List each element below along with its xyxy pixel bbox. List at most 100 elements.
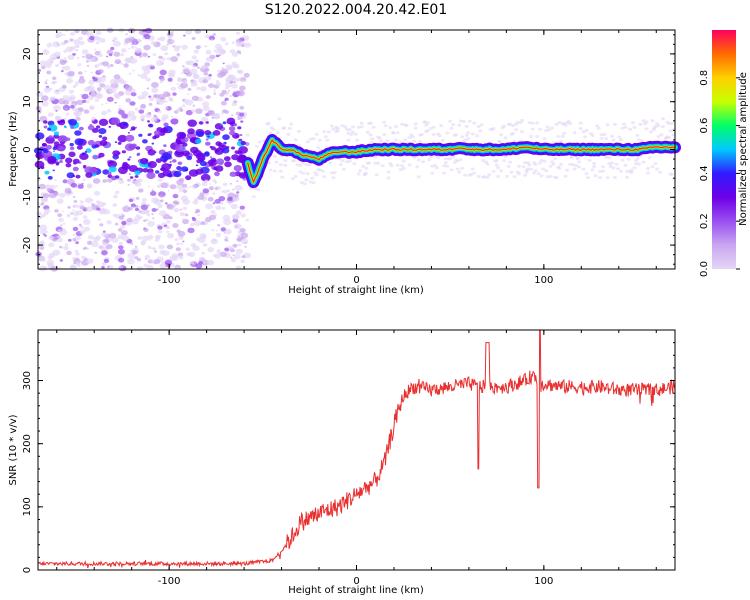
spectrogram-cell: [207, 247, 214, 253]
spectrogram-cell: [44, 208, 51, 214]
spectrogram-cell: [75, 252, 80, 256]
spectrogram-cell: [118, 257, 125, 263]
spectrogram-cell: [55, 163, 59, 166]
spectrogram-cell: [108, 53, 113, 57]
spectrogram-cell: [608, 165, 613, 168]
spectrogram-cell: [159, 194, 164, 198]
spectrogram-cell: [88, 79, 95, 85]
spectrogram-cell: [112, 203, 118, 207]
spectrogram-cell: [425, 121, 430, 125]
spectrogram-cell: [237, 235, 241, 238]
spectrogram-cell: [280, 175, 285, 179]
spectrogram-cell: [419, 133, 424, 137]
spectrogram-cell: [218, 196, 226, 202]
spectrogram-cell: [177, 161, 183, 166]
spectrogram-cell: [74, 130, 82, 136]
spectrogram-cell: [454, 133, 459, 137]
spectrogram-cell: [182, 67, 191, 74]
spectrogram-cell: [508, 122, 513, 126]
spectrogram-cell: [428, 127, 433, 130]
spectrogram-cell: [205, 56, 212, 62]
spectrogram-cell: [413, 122, 418, 126]
spectrogram-cell: [389, 164, 394, 168]
y-tick-label: 20: [22, 48, 33, 61]
spectrogram-cell: [219, 92, 225, 97]
spectrogram-cell: [70, 212, 74, 215]
spectrogram-cell: [159, 250, 166, 255]
spectrogram-cell: [604, 137, 609, 140]
spectrogram-cell: [196, 131, 205, 138]
spectrogram-cell: [225, 82, 232, 88]
spectrogram-cell: [67, 54, 75, 60]
spectrogram-cell: [632, 126, 637, 129]
spectrogram-cell: [240, 238, 249, 245]
spectrogram-cell: [200, 221, 206, 225]
snr-series-line: [37, 329, 676, 569]
spectrogram-cell: [203, 180, 208, 183]
spectrogram-ridge: [241, 134, 681, 189]
spectrogram-cell: [92, 77, 98, 82]
spectrogram-cell: [394, 125, 399, 128]
spectrogram-cell: [212, 33, 216, 36]
spectrogram-cell: [106, 109, 112, 113]
spectrogram-cell: [157, 110, 162, 114]
spectrogram-cell: [301, 161, 306, 165]
spectrogram-cell: [186, 252, 192, 257]
spectrogram-cell: [102, 230, 106, 233]
spectrogram-cell: [134, 256, 139, 260]
spectrogram-cell: [466, 137, 471, 141]
spectrogram-cell: [176, 53, 180, 55]
spectrogram-cell: [95, 235, 102, 240]
spectrogram-cell: [117, 249, 125, 255]
spectrogram-cell: [145, 210, 149, 213]
spectrogram-cell: [201, 99, 204, 102]
spectrogram-cell: [162, 159, 167, 163]
spectrogram-cell: [509, 170, 514, 174]
spectrogram-cell: [76, 81, 81, 85]
spectrogram-cell: [108, 125, 112, 128]
spectrogram-cell: [210, 38, 213, 41]
spectrogram-cell: [174, 238, 179, 242]
spectrogram-cell: [188, 169, 199, 177]
spectrogram-cell: [43, 87, 52, 93]
spectrogram-cell: [80, 225, 84, 229]
spectrogram-cell: [239, 134, 243, 136]
spectrogram-cell: [224, 42, 229, 46]
spectrogram-cell: [239, 52, 242, 55]
spectrogram-cell: [47, 175, 53, 180]
spectrogram-cell: [628, 127, 632, 131]
spectrogram-cell: [107, 65, 111, 68]
spectrogram-cell: [234, 184, 243, 191]
spectrogram-cell: [59, 160, 63, 163]
spectrogram-cell: [578, 127, 583, 131]
spectrogram-cell: [42, 49, 50, 55]
spectrogram-cell: [61, 137, 65, 141]
spectrogram-cell: [232, 61, 236, 65]
spectrogram-cell: [84, 197, 93, 204]
spectrogram-cell: [93, 48, 97, 51]
spectrogram-cell: [601, 165, 606, 169]
spectrogram-cell: [458, 119, 463, 123]
spectrogram-cell: [367, 161, 372, 165]
spectrogram-cell: [239, 112, 245, 117]
spectrogram-cell: [75, 116, 81, 121]
spectrogram-cell: [201, 116, 209, 123]
spectrogram-cell: [219, 49, 227, 55]
spectrogram-cell: [548, 164, 553, 168]
spectrogram-cell: [443, 157, 448, 161]
spectrogram-cell: [97, 218, 101, 221]
spectrogram-cell: [67, 70, 75, 77]
spectrogram-cell: [69, 146, 75, 151]
spectrogram-cell: [39, 224, 48, 231]
spectrogram-cell: [190, 138, 194, 142]
spectrogram-cell: [317, 168, 322, 172]
spectrogram-cell: [157, 204, 163, 208]
x-tick-label: 100: [534, 275, 553, 286]
spectrogram-cell: [173, 170, 182, 178]
spectrogram-cell: [359, 125, 364, 129]
spectrogram-cell: [79, 200, 84, 204]
spectrogram-cell: [283, 163, 288, 167]
spectrogram-cell: [46, 43, 53, 48]
spectrogram-cell: [56, 89, 59, 92]
